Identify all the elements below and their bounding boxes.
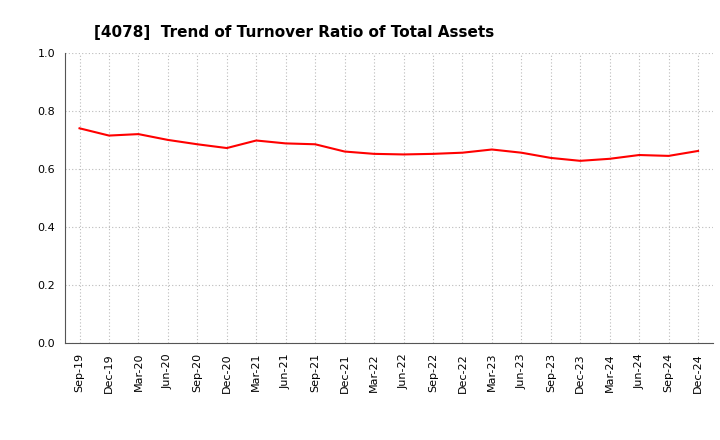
Text: [4078]  Trend of Turnover Ratio of Total Assets: [4078] Trend of Turnover Ratio of Total … [94,25,494,40]
